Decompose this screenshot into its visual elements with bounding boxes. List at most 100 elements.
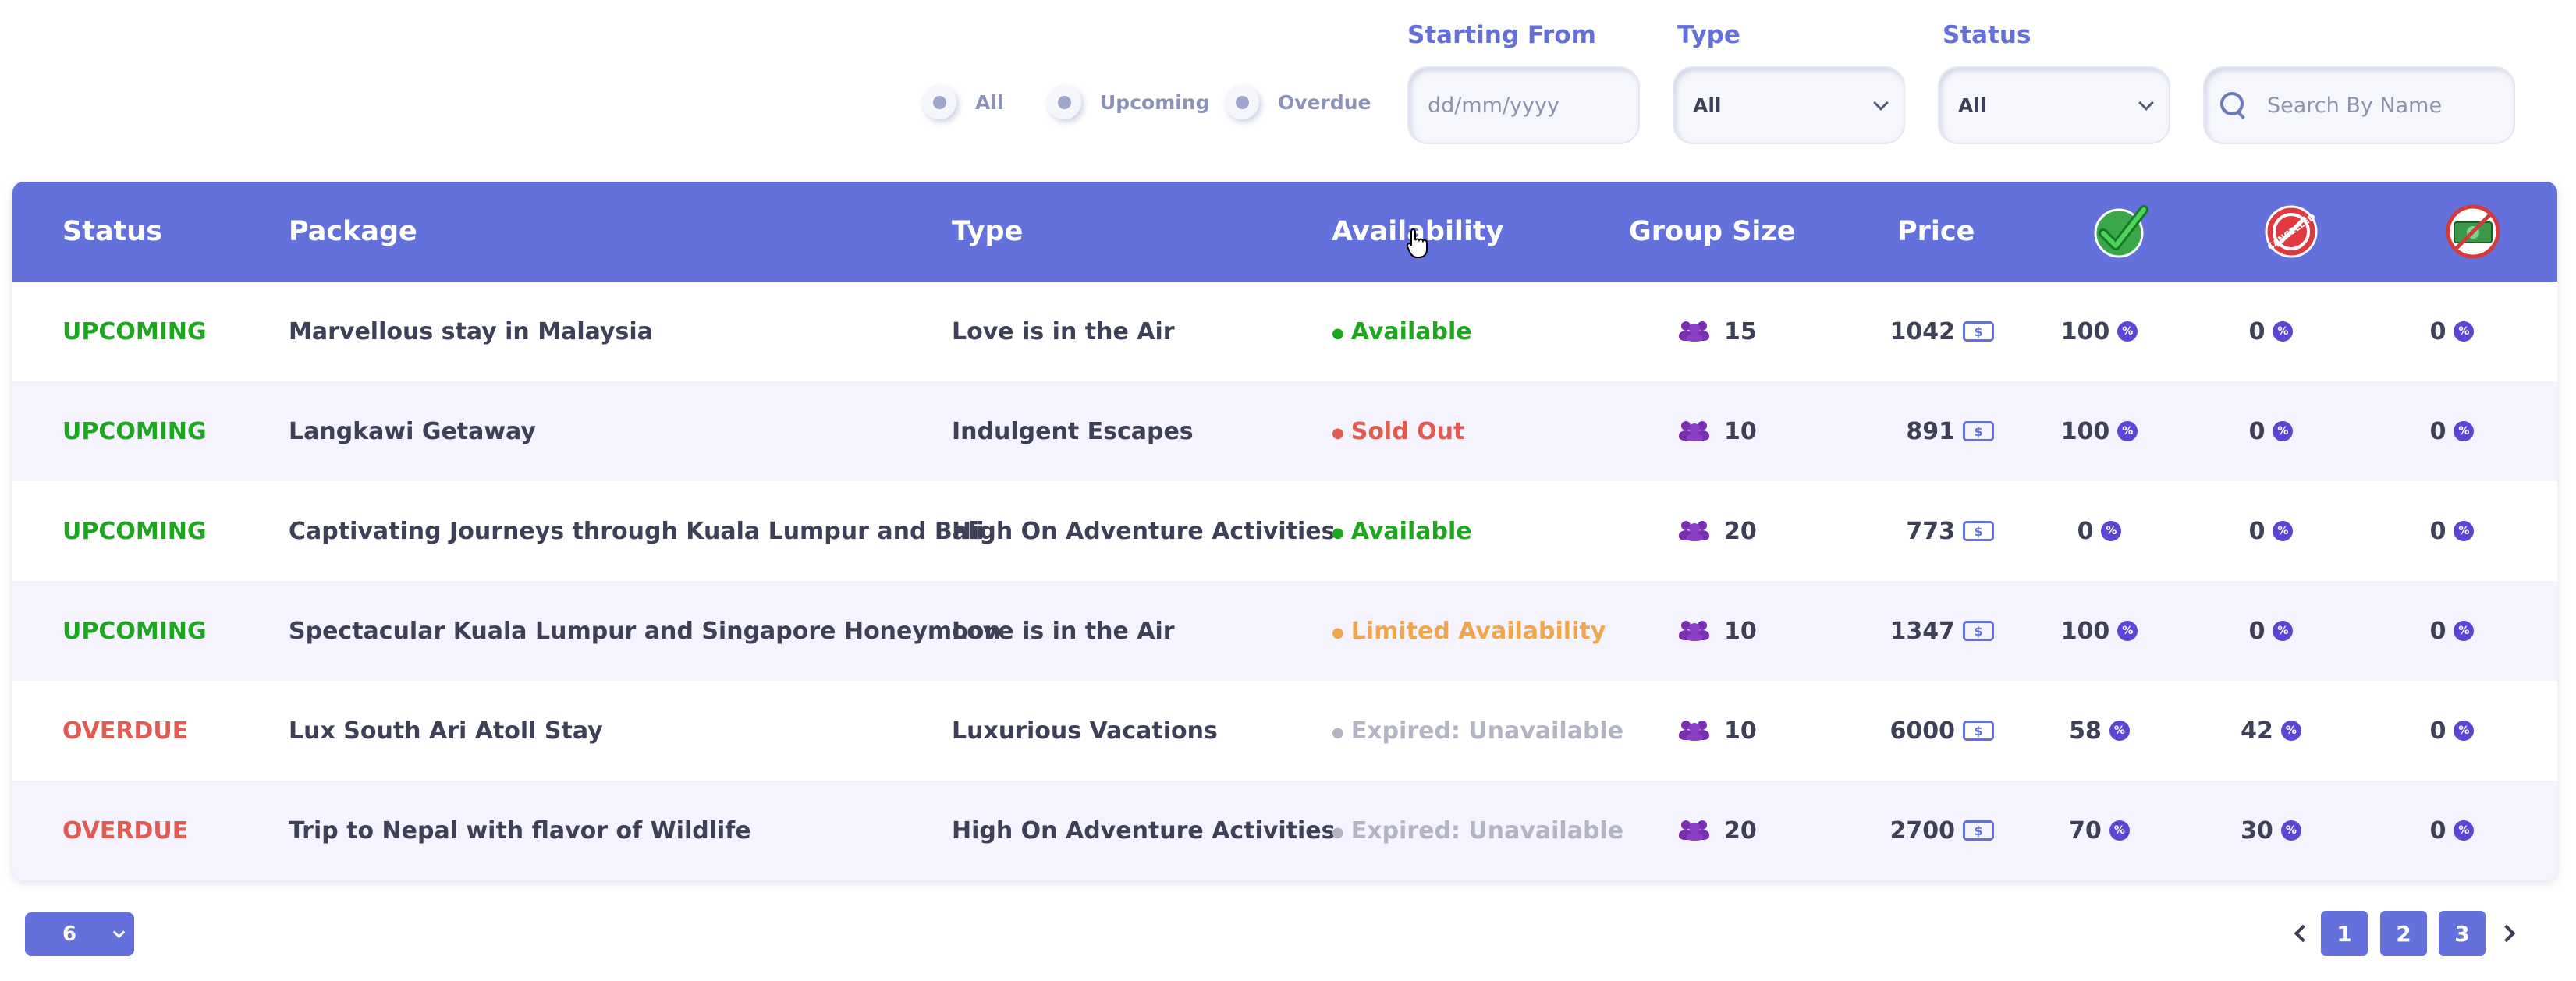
row-status: UPCOMING [62, 417, 207, 445]
group-icon [1679, 421, 1712, 441]
percent-icon: % [2454, 820, 2475, 841]
page-1-button[interactable]: 1 [2321, 911, 2368, 956]
availability-text: Available [1332, 518, 1472, 545]
group-size-value: 15 [1724, 317, 1757, 345]
row-cancelled: 42% [2212, 681, 2329, 781]
row-type: Love is in the Air [952, 317, 1175, 345]
percent-icon: % [2117, 421, 2138, 441]
table-row[interactable]: UPCOMING Spectacular Kuala Lumpur and Sin… [12, 581, 2557, 681]
group-icon [1679, 321, 1712, 342]
group-size-value: 20 [1724, 517, 1757, 545]
row-package[interactable]: Langkawi Getaway [289, 417, 536, 445]
availability-text: Expired: Unavailable [1332, 817, 1623, 845]
row-cancelled: 0% [2212, 282, 2329, 381]
row-confirmed: 0% [2041, 481, 2158, 581]
money-icon [1963, 820, 1994, 841]
row-refund: 0% [2393, 481, 2510, 581]
search-placeholder: Search By Name [2267, 93, 2443, 118]
prev-page-icon[interactable] [2294, 924, 2312, 943]
row-type: High On Adventure Activities [952, 517, 1336, 545]
table-row[interactable]: OVERDUE Trip to Nepal with flavor of Wild… [12, 781, 2557, 880]
availability-text: Available [1332, 318, 1472, 345]
group-icon [1679, 521, 1712, 541]
status-radio-group: All Upcoming Overdue [0, 83, 1404, 121]
starting-from-date-input[interactable]: dd/mm/yyyy [1407, 66, 1640, 144]
row-package[interactable]: Lux South Ari Atoll Stay [289, 717, 603, 745]
row-price: 1347 [1869, 581, 1994, 681]
row-package[interactable]: Marvellous stay in Malaysia [289, 317, 653, 345]
radio-upcoming-dot[interactable] [1047, 85, 1081, 119]
table-row[interactable]: UPCOMING Langkawi Getaway Indulgent Escape… [12, 381, 2557, 481]
availability-text: Limited Availability [1332, 618, 1606, 645]
money-icon [1963, 721, 1994, 741]
price-value: 773 [1906, 517, 1955, 545]
radio-overdue-dot[interactable] [1225, 85, 1259, 119]
chevron-down-icon [112, 926, 126, 939]
type-select[interactable]: All [1673, 66, 1905, 144]
cancelled-percent: 30 [2241, 816, 2273, 845]
radio-upcoming[interactable]: Upcoming [1047, 83, 1210, 121]
cancelled-percent: 0 [2248, 317, 2266, 345]
row-confirmed: 100% [2041, 581, 2158, 681]
price-value: 2700 [1889, 816, 1956, 845]
row-group-size: 20 [1679, 781, 1757, 880]
pagination: 1 2 3 [2286, 911, 2543, 956]
row-package[interactable]: Captivating Journeys through Kuala Lumpu… [289, 517, 985, 545]
header-package[interactable]: Package [289, 216, 417, 247]
row-group-size: 10 [1679, 381, 1757, 481]
header-type[interactable]: Type [952, 216, 1024, 247]
table-row[interactable]: UPCOMING Marvellous stay in Malaysia Love … [12, 282, 2557, 381]
row-group-size: 10 [1679, 681, 1757, 781]
header-price[interactable]: Price [1897, 216, 1975, 247]
percent-icon: % [2109, 721, 2130, 741]
confirmed-percent: 0 [2077, 517, 2094, 545]
row-cancelled: 0% [2212, 381, 2329, 481]
radio-overdue-label: Overdue [1278, 90, 1371, 114]
status-select-value: All [1958, 94, 1987, 117]
header-status[interactable]: Status [62, 216, 163, 247]
row-group-size: 10 [1679, 581, 1757, 681]
price-value: 1347 [1889, 617, 1956, 645]
price-value: 6000 [1889, 717, 1956, 745]
next-page-icon[interactable] [2497, 924, 2516, 943]
percent-icon: % [2454, 621, 2475, 641]
row-cancelled: 0% [2212, 481, 2329, 581]
row-package[interactable]: Trip to Nepal with flavor of Wildlife [289, 816, 751, 845]
percent-icon: % [2273, 421, 2294, 441]
group-size-value: 10 [1724, 717, 1757, 745]
row-refund: 0% [2393, 381, 2510, 481]
refund-percent: 0 [2429, 617, 2446, 645]
status-select[interactable]: All [1938, 66, 2170, 144]
radio-all-dot[interactable] [922, 85, 956, 119]
confirmed-percent: 100 [2060, 317, 2110, 345]
percent-icon: % [2273, 321, 2294, 342]
radio-upcoming-label: Upcoming [1100, 90, 1210, 114]
row-cancelled: 0% [2212, 581, 2329, 681]
money-icon [1963, 621, 1994, 641]
radio-all[interactable]: All [922, 83, 1004, 121]
packages-table: Status Package Type Availability Group S… [12, 182, 2557, 880]
confirmed-percent: 100 [2060, 617, 2110, 645]
radio-overdue[interactable]: Overdue [1225, 83, 1371, 121]
percent-icon: % [2280, 820, 2301, 841]
table-row[interactable]: OVERDUE Lux South Ari Atoll Stay Luxurious… [12, 681, 2557, 781]
page-3-button[interactable]: 3 [2439, 911, 2486, 956]
search-input[interactable]: Search By Name [2203, 66, 2515, 144]
row-refund: 0% [2393, 581, 2510, 681]
percent-icon: % [2117, 321, 2138, 342]
row-confirmed: 70% [2041, 781, 2158, 880]
row-availability: Expired: Unavailable [1332, 781, 1623, 880]
row-package[interactable]: Spectacular Kuala Lumpur and Singapore H… [289, 617, 1001, 645]
row-status: UPCOMING [62, 617, 207, 645]
page-size-select[interactable]: 6 [25, 912, 134, 956]
group-size-value: 20 [1724, 816, 1757, 845]
row-type: High On Adventure Activities [952, 816, 1336, 845]
table-row[interactable]: UPCOMING Captivating Journeys through Kua… [12, 481, 2557, 581]
filter-bar: All Upcoming Overdue Starting From dd/mm… [0, 0, 2576, 172]
page-2-button[interactable]: 2 [2380, 911, 2427, 956]
page-size-value: 6 [62, 923, 77, 946]
header-group-size[interactable]: Group Size [1629, 216, 1796, 247]
row-type: Indulgent Escapes [952, 417, 1194, 445]
row-status: OVERDUE [62, 717, 189, 745]
group-icon [1679, 820, 1712, 841]
